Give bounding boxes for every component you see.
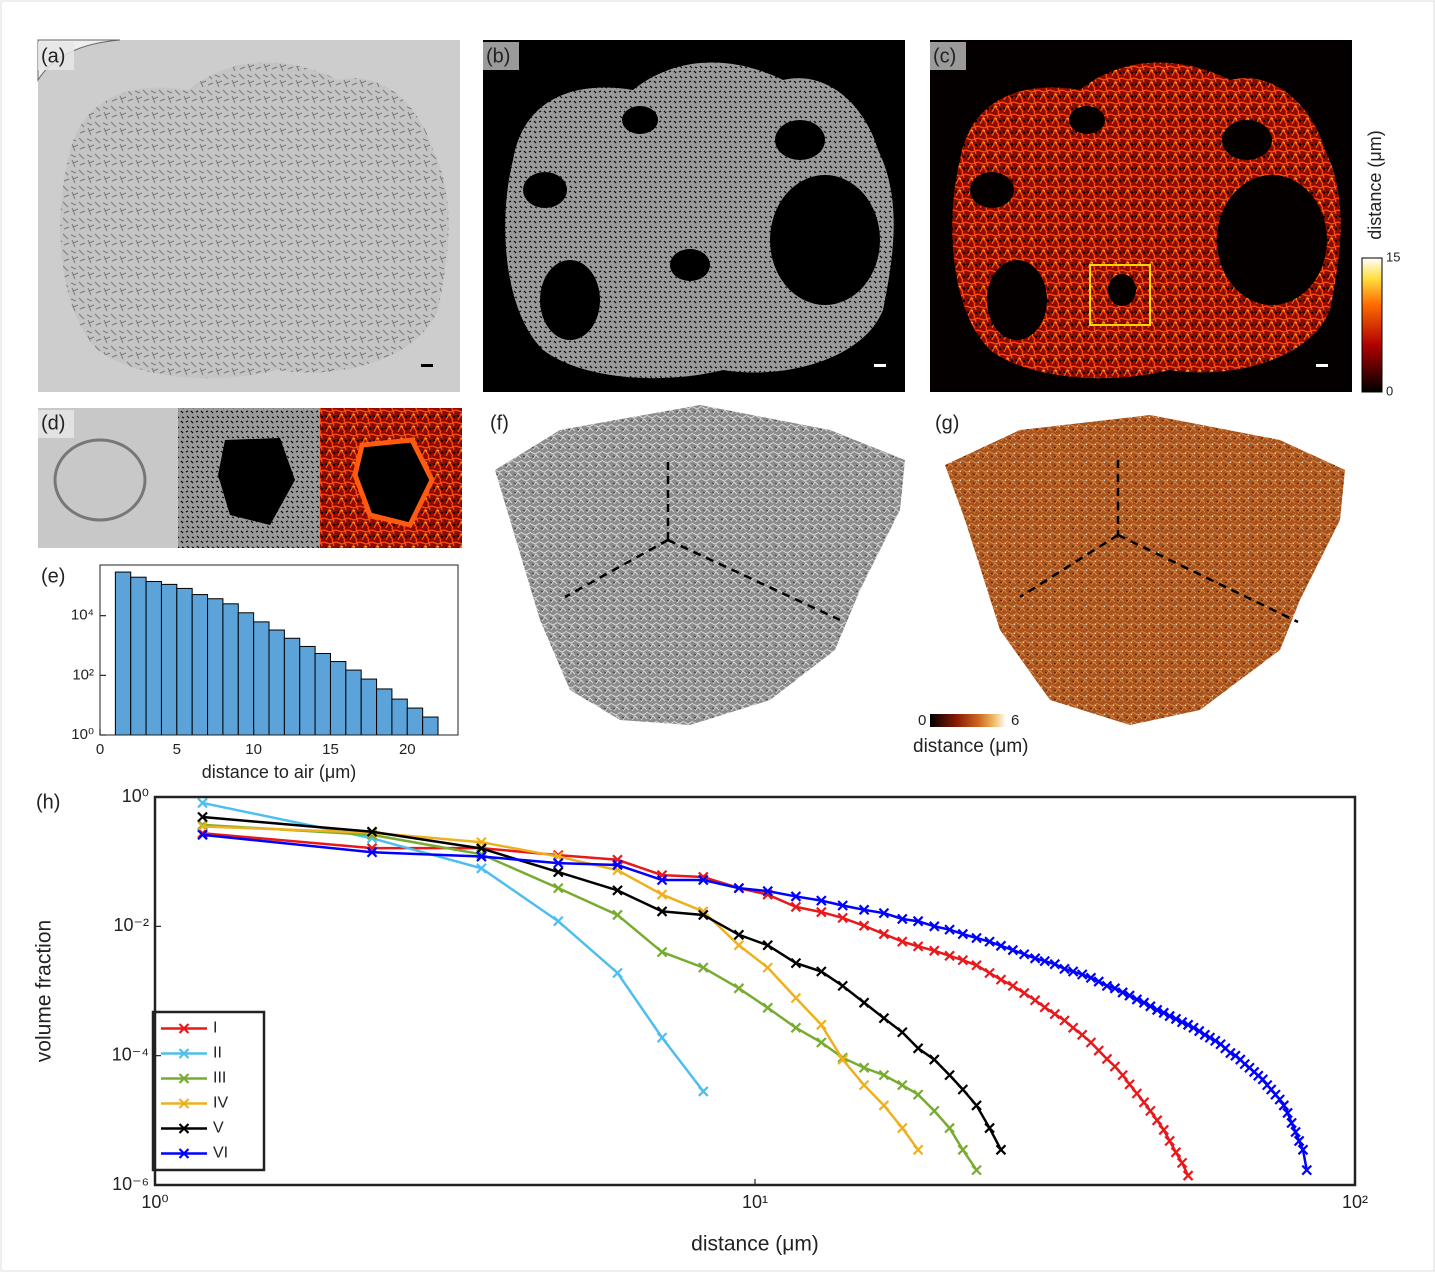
bar	[284, 638, 299, 735]
tissue-a	[60, 63, 448, 379]
x-tick-label: 10⁰	[141, 1192, 168, 1212]
render-f	[495, 405, 905, 725]
bar	[300, 646, 315, 735]
panel-label: (g)	[935, 412, 959, 434]
bar	[269, 630, 284, 735]
legend-label: II	[213, 1045, 222, 1062]
bar	[254, 622, 269, 735]
legend-box	[153, 1012, 264, 1170]
y-tick-label: 10⁻⁶	[112, 1174, 149, 1194]
bar	[392, 699, 407, 735]
colorbar-tick: 6	[1011, 712, 1019, 729]
y-tick-label: 10²	[72, 666, 94, 683]
colorbar-tick: 0	[1386, 383, 1393, 398]
x-tick-label: 20	[399, 741, 416, 758]
y-tick-label: 10⁻²	[113, 915, 149, 935]
x-tick-label: 10²	[1342, 1192, 1368, 1212]
panel-label: (h)	[36, 791, 60, 813]
legend-label: VI	[213, 1145, 228, 1162]
render-g	[945, 415, 1345, 725]
panel-label: (d)	[41, 412, 65, 434]
plot-bg	[155, 797, 1355, 1185]
x-axis-label: distance (μm)	[691, 1233, 819, 1256]
panel-label: (c)	[933, 45, 956, 67]
x-axis-label: distance to air (μm)	[202, 762, 356, 782]
legend-label: V	[213, 1120, 224, 1137]
colorbar-label: distance (μm)	[913, 736, 1028, 757]
y-axis-label: volume fraction	[33, 920, 56, 1062]
bar	[238, 613, 253, 735]
bar	[346, 670, 361, 735]
legend-label: I	[213, 1020, 217, 1037]
bar	[115, 572, 130, 735]
y-tick-label: 10⁰	[122, 786, 149, 806]
y-tick-label: 10⁰	[71, 726, 94, 743]
panel-label: (b)	[486, 45, 510, 67]
bar	[223, 604, 238, 735]
bar	[407, 708, 422, 735]
colorbar	[1362, 258, 1382, 392]
bar	[177, 588, 192, 735]
x-tick-label: 10	[245, 741, 262, 758]
scale-bar	[421, 364, 433, 367]
bar	[315, 653, 330, 735]
scale-bar	[874, 364, 886, 367]
bar	[330, 662, 345, 735]
colorbar-tick: 0	[918, 712, 926, 729]
figure: 15 0 distance (μm) 0 6 distance (μm) (a)…	[0, 0, 1435, 1272]
x-tick-label: 5	[173, 741, 181, 758]
bar	[423, 717, 438, 735]
y-tick-label: 10⁴	[71, 607, 94, 624]
colorbar-tick: 15	[1386, 249, 1400, 264]
bar	[161, 584, 176, 735]
panel-label: (f)	[490, 412, 509, 434]
x-tick-label: 15	[322, 741, 339, 758]
colorbar-label: distance (μm)	[1365, 130, 1385, 239]
colorbar	[930, 714, 1006, 727]
y-tick-label: 10⁻⁴	[112, 1044, 149, 1064]
panel-label: (a)	[41, 45, 65, 67]
bar	[361, 679, 376, 735]
bar	[208, 599, 223, 735]
legend-label: IV	[213, 1095, 228, 1112]
x-tick-label: 10¹	[742, 1192, 768, 1212]
scale-bar	[1316, 364, 1328, 367]
x-tick-label: 0	[96, 741, 104, 758]
panel-label: (e)	[41, 565, 65, 587]
bar	[192, 595, 207, 735]
bar	[377, 689, 392, 735]
bar	[146, 581, 161, 735]
bar	[131, 577, 146, 735]
legend-label: III	[213, 1070, 226, 1087]
